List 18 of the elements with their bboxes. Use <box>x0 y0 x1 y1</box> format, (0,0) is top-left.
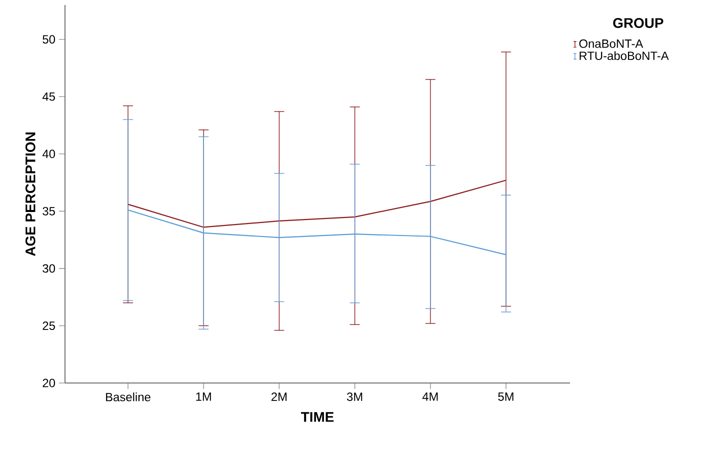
y-tick-label: 40 <box>42 150 56 158</box>
y-tick-label: 35 <box>42 206 55 216</box>
y-tick-label: 20 <box>42 378 56 388</box>
y-tick-label: 45 <box>42 92 55 101</box>
y-axis-title: AGE PERCEPTION <box>25 132 36 256</box>
y-tick-label: 30 <box>42 264 56 273</box>
legend-title: GROUP <box>613 18 664 28</box>
y-tick-label: 50 <box>42 35 56 44</box>
x-tick-label: 3M <box>346 392 362 401</box>
x-tick-label: 5M <box>498 392 514 401</box>
x-tick-label: 4M <box>422 392 438 401</box>
legend-label: OnaBoNT-A <box>579 39 644 48</box>
x-axis-title: TIME <box>301 412 334 422</box>
x-tick-label: Baseline <box>106 392 150 402</box>
legend-label: RTU-aboBoNT-A <box>580 51 669 60</box>
y-tick-label: 25 <box>42 322 55 330</box>
x-tick-label: 2M <box>271 392 287 401</box>
x-tick-label: 1M <box>196 392 211 401</box>
